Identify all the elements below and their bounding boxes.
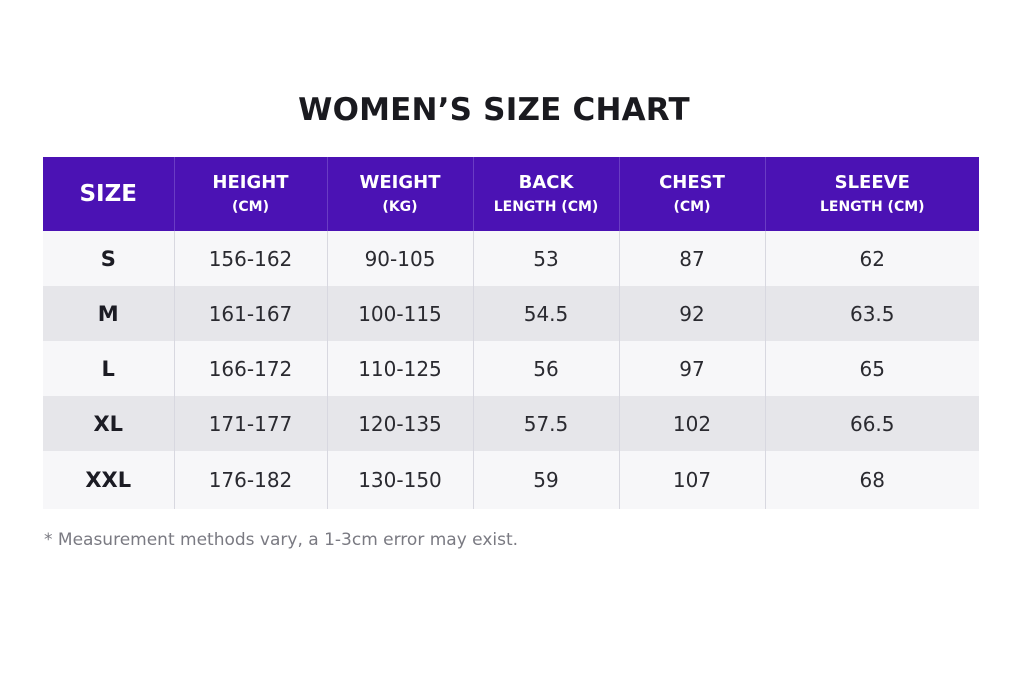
header-label: CHEST <box>659 171 725 193</box>
back-length-cell: 56 <box>472 341 619 396</box>
weight-cell: 100-115 <box>326 286 473 341</box>
size-chart-table: SIZE HEIGHT (CM) WEIGHT (KG) BACK LENGTH… <box>43 157 979 509</box>
weight-cell: 110-125 <box>326 341 473 396</box>
back-length-cell: 59 <box>472 451 619 509</box>
header-unit: (KG) <box>382 198 418 215</box>
chest-cell: 107 <box>618 451 765 509</box>
measurement-note: * Measurement methods vary, a 1-3cm erro… <box>44 530 519 550</box>
weight-cell: 90-105 <box>326 231 473 286</box>
header-label: HEIGHT <box>212 171 289 193</box>
size-cell: L <box>43 341 174 396</box>
size-cell: XL <box>43 396 174 451</box>
size-cell: XXL <box>43 451 174 509</box>
table-row: S 156-162 90-105 53 87 62 <box>43 231 979 286</box>
header-label: BACK <box>518 171 574 193</box>
header-label: SIZE <box>79 181 137 207</box>
back-length-cell: 54.5 <box>472 286 619 341</box>
chest-cell: 92 <box>618 286 765 341</box>
header-label: WEIGHT <box>359 171 441 193</box>
header-height: HEIGHT (CM) <box>173 157 327 231</box>
header-chest: CHEST (CM) <box>618 157 765 231</box>
header-label: SLEEVE <box>834 171 910 193</box>
table-row: L 166-172 110-125 56 97 65 <box>43 341 979 396</box>
chest-cell: 97 <box>618 341 765 396</box>
sleeve-length-cell: 63.5 <box>764 286 979 341</box>
weight-cell: 120-135 <box>326 396 473 451</box>
height-cell: 166-172 <box>173 341 327 396</box>
header-back-length: BACK LENGTH (CM) <box>472 157 619 231</box>
table-header-row: SIZE HEIGHT (CM) WEIGHT (KG) BACK LENGTH… <box>43 157 979 231</box>
sleeve-length-cell: 66.5 <box>764 396 979 451</box>
chest-cell: 87 <box>618 231 765 286</box>
size-cell: M <box>43 286 174 341</box>
chest-cell: 102 <box>618 396 765 451</box>
header-size: SIZE <box>43 157 174 231</box>
header-weight: WEIGHT (KG) <box>326 157 473 231</box>
height-cell: 156-162 <box>173 231 327 286</box>
table-row: XL 171-177 120-135 57.5 102 66.5 <box>43 396 979 451</box>
header-sleeve-length: SLEEVE LENGTH (CM) <box>764 157 979 231</box>
table-row: XXL 176-182 130-150 59 107 68 <box>43 451 979 509</box>
size-cell: S <box>43 231 174 286</box>
back-length-cell: 53 <box>472 231 619 286</box>
weight-cell: 130-150 <box>326 451 473 509</box>
header-unit: LENGTH (CM) <box>819 198 925 215</box>
page-title: WOMEN’S SIZE CHART <box>298 92 690 128</box>
height-cell: 161-167 <box>173 286 327 341</box>
header-unit: LENGTH (CM) <box>493 198 599 215</box>
table-row: M 161-167 100-115 54.5 92 63.5 <box>43 286 979 341</box>
sleeve-length-cell: 68 <box>764 451 979 509</box>
header-unit: (CM) <box>231 198 269 215</box>
header-unit: (CM) <box>673 198 711 215</box>
height-cell: 176-182 <box>173 451 327 509</box>
back-length-cell: 57.5 <box>472 396 619 451</box>
sleeve-length-cell: 65 <box>764 341 979 396</box>
sleeve-length-cell: 62 <box>764 231 979 286</box>
height-cell: 171-177 <box>173 396 327 451</box>
